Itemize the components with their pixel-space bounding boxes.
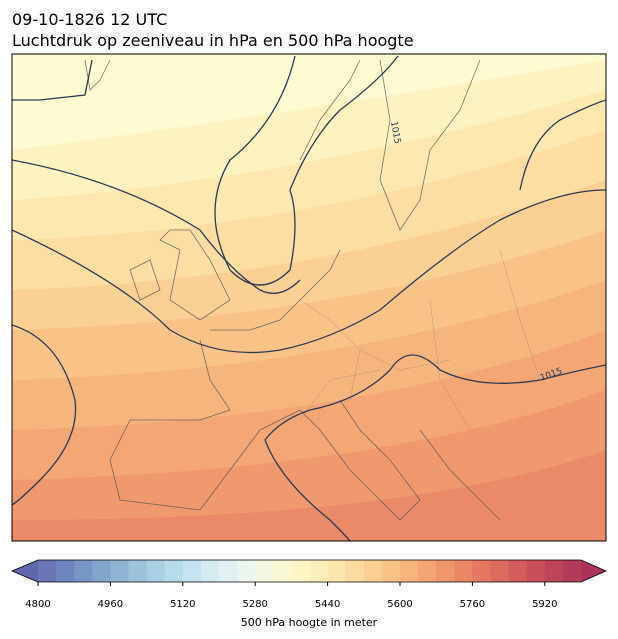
colorbar-bin [490, 560, 509, 582]
colorbar-bin [381, 560, 401, 582]
colorbar-tick-label: 5760 [460, 599, 485, 610]
colorbar-bin [273, 560, 292, 582]
colorbar-bin [110, 560, 129, 582]
colorbar-bin [291, 560, 310, 582]
colorbar-bin [38, 560, 57, 582]
colorbar-under [12, 560, 38, 582]
colorbar-bin [400, 560, 419, 582]
colorbar-bin [436, 560, 455, 582]
colorbar-bin [327, 560, 347, 582]
colorbar-bin [562, 560, 582, 582]
colorbar-bin [309, 560, 328, 582]
colorbar-bin [418, 560, 437, 582]
colorbar-bin [200, 560, 220, 582]
colorbar-bin [182, 560, 202, 582]
colorbar-bin [56, 560, 75, 582]
colorbar-tick-label: 5120 [170, 599, 195, 610]
isobar-label: 1015 [388, 121, 402, 145]
colorbar-bin [544, 560, 564, 582]
colorbar-bin [128, 560, 147, 582]
colorbar-label: 500 hPa hoogte in meter [241, 616, 378, 629]
colorbar-tick-label: 4800 [25, 599, 50, 610]
colorbar-bin [164, 560, 184, 582]
map [12, 54, 606, 541]
colorbar-bin [345, 560, 365, 582]
colorbar-bin [237, 560, 256, 582]
colorbar-bin [454, 560, 473, 582]
colorbar-bin [255, 560, 274, 582]
colorbar-over [581, 560, 606, 582]
colorbar-tick-label: 5920 [532, 599, 557, 610]
colorbar-bin [146, 560, 166, 582]
colorbar-bin [363, 560, 383, 582]
title-description: Luchtdruk op zeeniveau in hPa en 500 hPa… [12, 31, 414, 50]
title-date: 09-10-1826 12 UTC [12, 10, 167, 29]
colorbar-bin [92, 560, 111, 582]
map-frame [11, 53, 607, 542]
colorbar-tick-label: 5600 [387, 599, 412, 610]
colorbar-tick-label: 4960 [98, 599, 123, 610]
colorbar: 4800 4960 5120 5280 5440 5600 5760 5920 [10, 559, 607, 610]
colorbar-bin [74, 560, 93, 582]
colorbar-bin [472, 560, 491, 582]
colorbar-tick-label: 5280 [242, 599, 267, 610]
colorbar-bin [526, 560, 546, 582]
colorbar-bin [508, 560, 528, 582]
colorbar-tick-label: 5440 [315, 599, 340, 610]
colorbar-bin [219, 560, 238, 582]
